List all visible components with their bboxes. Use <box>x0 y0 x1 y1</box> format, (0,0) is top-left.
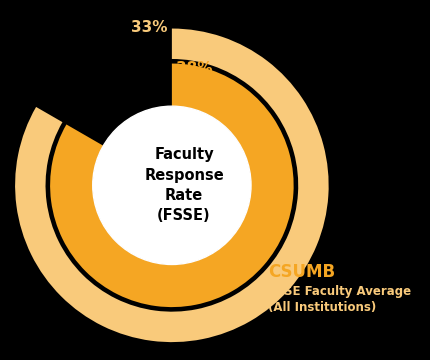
Text: 38%: 38% <box>176 61 213 76</box>
Text: FSSE Faculty Average
(All Institutions): FSSE Faculty Average (All Institutions) <box>268 285 411 314</box>
Circle shape <box>93 106 251 265</box>
Text: CSUMB: CSUMB <box>268 263 335 281</box>
Text: Faculty
Response
Rate
(FSSE): Faculty Response Rate (FSSE) <box>144 147 224 224</box>
Wedge shape <box>15 28 329 342</box>
Wedge shape <box>50 64 294 307</box>
Text: 33%: 33% <box>131 20 167 35</box>
